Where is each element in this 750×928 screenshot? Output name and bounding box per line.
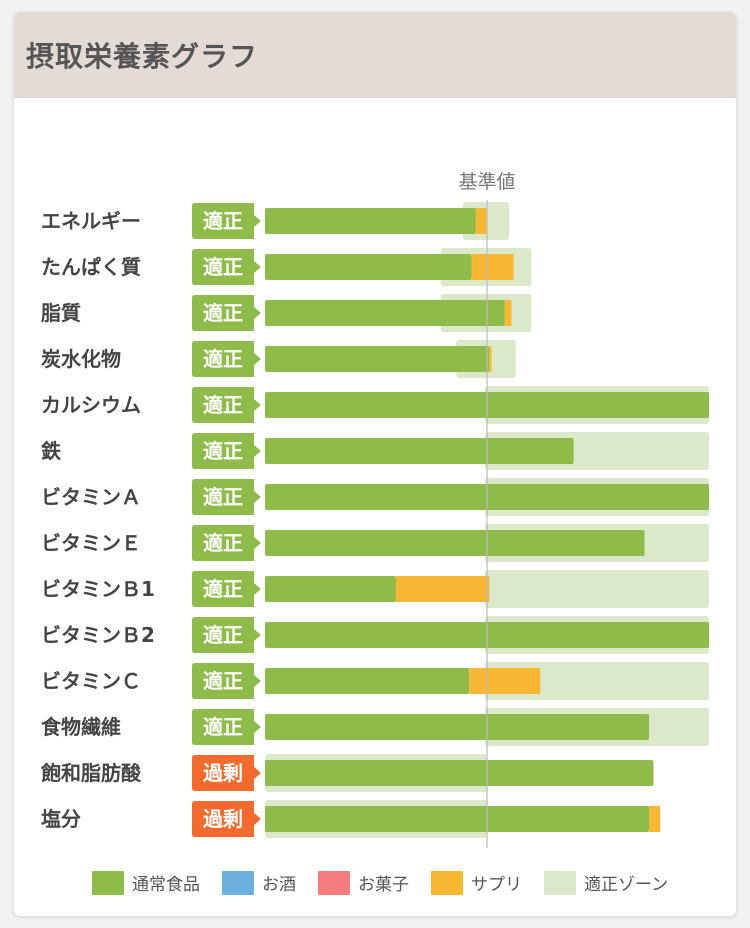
status-badge-label: 適正 [203, 255, 243, 279]
status-badge-label: 適正 [203, 209, 243, 233]
nutrient-label: 飽和脂肪酸 [41, 761, 142, 785]
legend-swatch [92, 870, 124, 895]
status-badge-label: 適正 [203, 669, 243, 693]
status-badge [192, 617, 261, 653]
page-title: 摂取栄養素グラフ [26, 40, 259, 73]
normal-food-bar [265, 254, 472, 280]
status-badge [192, 663, 261, 699]
normal-food-bar [265, 760, 654, 786]
status-badge-label: 適正 [203, 301, 243, 325]
legend-item: お菓子 [318, 870, 409, 895]
nutrient-label: カルシウム [41, 393, 141, 417]
status-badge-label: 適正 [203, 531, 243, 555]
status-badge [192, 295, 261, 331]
legend-swatch [318, 870, 350, 895]
nutrient-label: ビタミンＢ1 [41, 577, 155, 601]
status-badge-label: 過剰 [203, 761, 243, 785]
status-badge [192, 571, 261, 607]
status-badge [192, 801, 261, 837]
legend-swatch [544, 870, 576, 895]
normal-food-bar [265, 806, 650, 832]
nutrient-label: 食物繊維 [41, 715, 121, 739]
nutrient-label: ビタミンＥ [41, 531, 141, 555]
status-badge-label: 適正 [203, 393, 243, 417]
legend-item: 適正ゾーン [544, 870, 668, 895]
legend-swatch [431, 870, 463, 895]
nutrient-label: ビタミンＣ [41, 669, 141, 693]
nutrient-label: 塩分 [41, 807, 81, 831]
status-badge-label: 適正 [203, 715, 243, 739]
normal-food-bar [265, 346, 490, 372]
nutrient-label: エネルギー [41, 209, 141, 233]
normal-food-bar [265, 208, 476, 234]
nutrient-graph-card: 摂取栄養素グラフ エネルギー 適正 たんぱく質 適正 脂質 適正 炭水化物 適正 カルシウム 適正… [14, 12, 736, 916]
status-badge [192, 249, 261, 285]
status-badge-label: 適正 [203, 623, 243, 647]
legend-label: 適正ゾーン [584, 875, 669, 895]
nutrient-label: たんぱく質 [41, 255, 141, 279]
normal-food-bar [265, 530, 645, 556]
status-badge [192, 433, 261, 469]
legend-swatch [222, 870, 254, 895]
appropriate-zone [485, 662, 709, 700]
status-badge [192, 525, 261, 561]
legend-item: サプリ [431, 870, 522, 895]
reference-label: 基準値 [458, 171, 515, 193]
status-badge [192, 203, 261, 239]
supplement-bar [649, 806, 661, 832]
chart-legend: 通常食品 お酒 お菓子 サプリ 適正ゾーン [92, 870, 690, 895]
status-badge [192, 709, 261, 745]
status-badge-label: 適正 [203, 485, 243, 509]
status-badge [192, 755, 261, 791]
nutrient-label: ビタミンＡ [41, 485, 141, 509]
status-badge [192, 479, 261, 515]
nutrient-label: 鉄 [41, 439, 61, 463]
legend-item: 通常食品 [92, 870, 200, 895]
legend-label: お菓子 [358, 875, 409, 895]
normal-food-bar [265, 300, 505, 326]
supplement-bar [469, 668, 541, 694]
supplement-bar [475, 208, 487, 234]
status-badge-label: 過剰 [203, 807, 243, 831]
nutrient-label: 炭水化物 [41, 347, 121, 371]
nutrient-label: ビタミンＢ2 [41, 623, 155, 647]
status-badge-label: 適正 [203, 577, 243, 601]
normal-food-bar [265, 576, 396, 602]
status-badge [192, 341, 261, 377]
legend-label: お酒 [262, 875, 296, 895]
supplement-bar [489, 346, 492, 372]
status-badge-label: 適正 [203, 439, 243, 463]
legend-label: サプリ [471, 875, 522, 895]
status-badge [192, 387, 261, 423]
status-badge-label: 適正 [203, 347, 243, 371]
nutrient-label: 脂質 [41, 301, 81, 325]
supplement-bar [395, 576, 490, 602]
card-header: 摂取栄養素グラフ [14, 12, 736, 98]
legend-item: お酒 [222, 870, 296, 895]
appropriate-zone [485, 570, 709, 608]
supplement-bar [471, 254, 514, 280]
legend-label: 通常食品 [132, 875, 200, 895]
normal-food-bar [265, 714, 650, 740]
normal-food-bar [265, 438, 574, 464]
supplement-bar [504, 300, 512, 326]
normal-food-bar [265, 668, 470, 694]
